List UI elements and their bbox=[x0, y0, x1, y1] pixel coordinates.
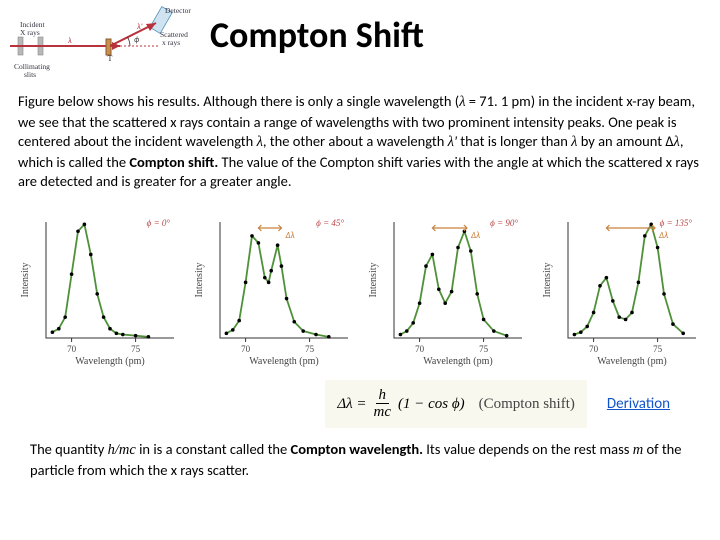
equation-row: Δλ = h mc (1 − cos ϕ) (Compton shift) De… bbox=[0, 376, 720, 433]
svg-text:x rays: x rays bbox=[162, 38, 180, 47]
svg-text:70: 70 bbox=[415, 344, 425, 354]
svg-text:ϕ = 0°: ϕ = 0° bbox=[147, 218, 171, 228]
svg-text:λ': λ' bbox=[137, 22, 143, 32]
svg-text:75: 75 bbox=[131, 344, 141, 354]
svg-text:λ: λ bbox=[68, 36, 72, 46]
header-row: Detector T ϕ Incident X rays λ λ' Scatte… bbox=[0, 0, 720, 80]
svg-text:75: 75 bbox=[653, 344, 663, 354]
svg-text:Δλ: Δλ bbox=[284, 230, 295, 241]
detector-label: Detector bbox=[165, 6, 191, 15]
svg-text:ϕ: ϕ bbox=[134, 35, 140, 45]
svg-text:Wavelength (pm): Wavelength (pm) bbox=[75, 356, 144, 367]
svg-text:70: 70 bbox=[589, 344, 599, 354]
svg-text:ϕ = 90°: ϕ = 90° bbox=[490, 218, 518, 228]
svg-text:75: 75 bbox=[479, 344, 489, 354]
svg-text:Intensity: Intensity bbox=[368, 262, 379, 297]
svg-text:Δλ: Δλ bbox=[470, 230, 481, 241]
svg-text:Intensity: Intensity bbox=[20, 262, 31, 297]
svg-text:Wavelength (pm): Wavelength (pm) bbox=[423, 356, 492, 367]
svg-text:Intensity: Intensity bbox=[194, 262, 205, 297]
svg-text:ϕ = 135°: ϕ = 135° bbox=[660, 218, 693, 228]
body-paragraph: Figure below shows his results. Although… bbox=[0, 80, 720, 200]
chart-0: 70 75 Intensity Wavelength (pm) ϕ = 0° bbox=[16, 208, 182, 368]
svg-text:ϕ = 45°: ϕ = 45° bbox=[316, 218, 344, 228]
target-label: T bbox=[108, 54, 113, 63]
eq-lhs: Δλ = bbox=[337, 396, 366, 413]
svg-text:slits: slits bbox=[24, 70, 36, 79]
svg-text:70: 70 bbox=[241, 344, 251, 354]
derivation-link[interactable]: Derivation bbox=[607, 395, 670, 413]
footer-paragraph: The quantity h/mc in is a constant calle… bbox=[0, 432, 720, 480]
svg-text:X rays: X rays bbox=[20, 28, 40, 37]
compton-equation: Δλ = h mc (1 − cos ϕ) (Compton shift) bbox=[325, 380, 587, 429]
chart-3: 70 75 Intensity Wavelength (pm) ϕ = 135° Δλ bbox=[538, 208, 704, 368]
svg-text:75: 75 bbox=[305, 344, 315, 354]
charts-row: 70 75 Intensity Wavelength (pm) ϕ = 0° 70 75 I… bbox=[0, 200, 720, 376]
svg-text:Intensity: Intensity bbox=[542, 262, 553, 297]
scattering-diagram: Detector T ϕ Incident X rays λ λ' Scatte… bbox=[10, 5, 200, 80]
page-title: Compton Shift bbox=[210, 13, 424, 57]
chart-1: 70 75 Intensity Wavelength (pm) ϕ = 45° Δλ bbox=[190, 208, 356, 368]
svg-text:Wavelength (pm): Wavelength (pm) bbox=[249, 356, 318, 367]
svg-text:70: 70 bbox=[67, 344, 77, 354]
chart-2: 70 75 Intensity Wavelength (pm) ϕ = 90° Δλ bbox=[364, 208, 530, 368]
svg-text:Δλ: Δλ bbox=[658, 230, 669, 241]
svg-text:Wavelength (pm): Wavelength (pm) bbox=[597, 356, 666, 367]
